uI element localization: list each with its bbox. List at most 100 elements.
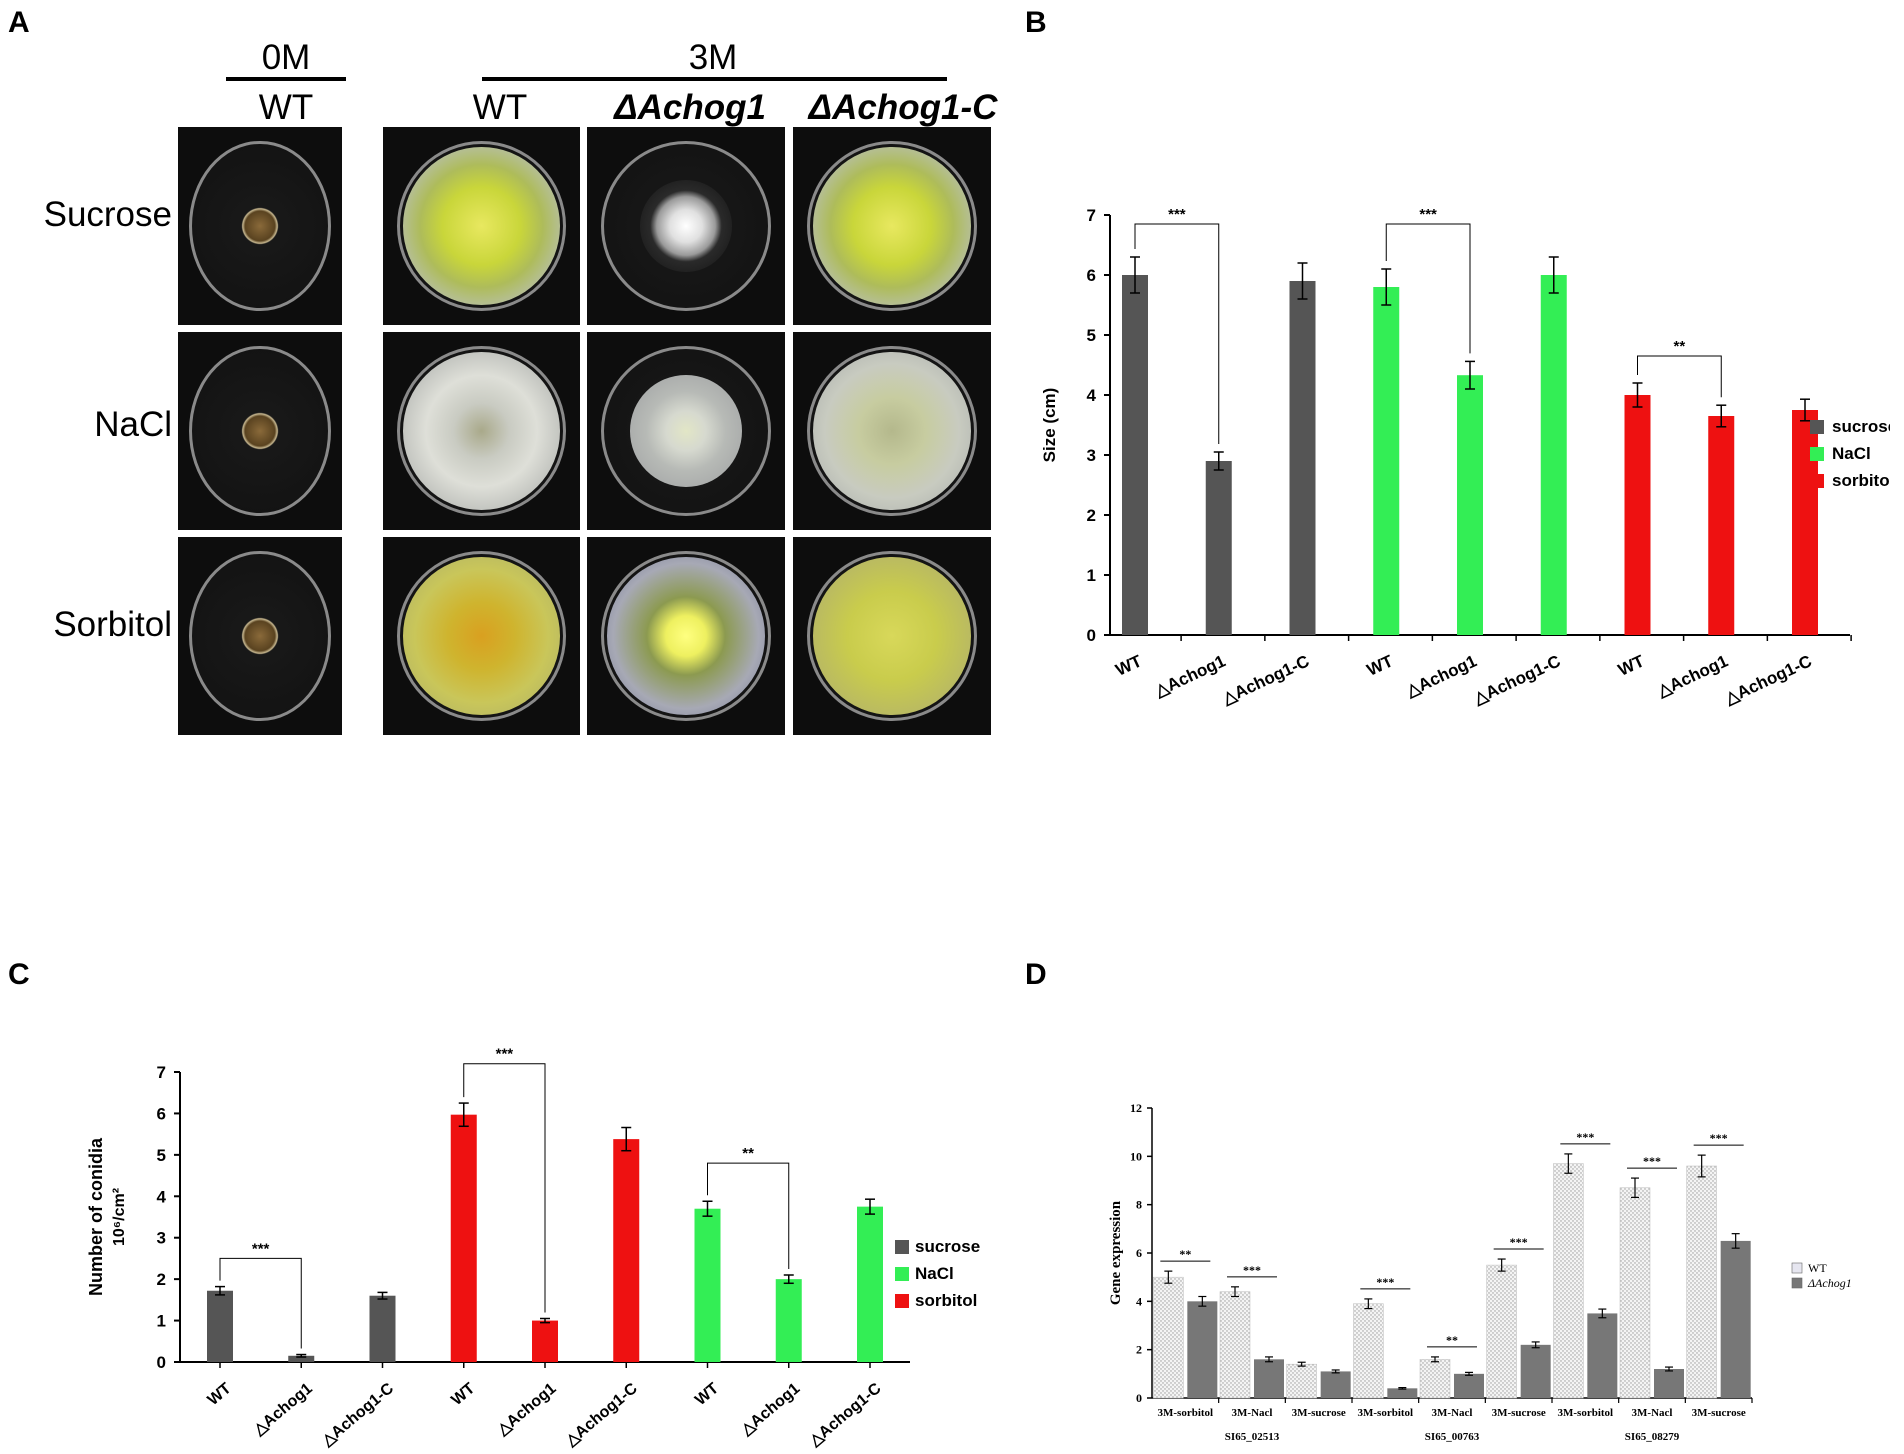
fungal-colony xyxy=(241,202,279,249)
significance-label: *** xyxy=(1576,1130,1594,1144)
plate-photo-r3-c2 xyxy=(383,537,580,735)
significance-label: ** xyxy=(742,1145,754,1162)
fungal-colony xyxy=(813,352,971,510)
bar xyxy=(207,1290,233,1362)
bar xyxy=(1122,275,1148,635)
bar xyxy=(1553,1163,1584,1399)
significance-label: *** xyxy=(1510,1235,1528,1249)
y-tick-label: 1 xyxy=(1087,566,1096,585)
x-tick-label: △Achog1 xyxy=(250,1380,316,1439)
x-tick-label: 3M-Nacl xyxy=(1232,1407,1273,1419)
y-axis-label: Size (cm) xyxy=(1040,388,1059,463)
fungal-colony xyxy=(241,612,279,659)
significance-bracket xyxy=(219,1257,302,1349)
y-tick-label: 2 xyxy=(1087,506,1096,525)
legend-label: sucrose xyxy=(915,1237,980,1256)
significance-label: ** xyxy=(1179,1247,1191,1261)
bar xyxy=(1387,1388,1418,1398)
y-axis-label-line2: 10⁶/cm² xyxy=(111,1188,128,1246)
x-tick-label: △Achog1-C xyxy=(1470,651,1564,708)
bar xyxy=(369,1295,396,1362)
bar xyxy=(1219,1291,1251,1399)
y-tick-label: 8 xyxy=(1136,1198,1142,1212)
bar xyxy=(1457,375,1483,635)
significance-label: *** xyxy=(1243,1263,1261,1277)
fungal-colony xyxy=(403,557,560,715)
y-tick-label: 7 xyxy=(1087,206,1096,225)
x-tick-label: WT xyxy=(1364,651,1397,680)
y-tick-label: 2 xyxy=(157,1270,166,1289)
significance-label: ** xyxy=(1674,338,1686,355)
y-tick-label: 2 xyxy=(1136,1343,1142,1357)
petri-dish xyxy=(189,140,331,312)
x-tick-label: 3M-sucrose xyxy=(1692,1407,1746,1419)
group-0m-line xyxy=(226,77,346,81)
chart-d: 0 2 4 6 8 10 12 Gene expression 3M-sorbitol ** 3M-… xyxy=(1108,1101,1852,1443)
x-tick-label: △Achog1-C xyxy=(1721,651,1815,708)
column-header-achog1: ΔAchog1 xyxy=(614,88,766,127)
plate-photo-r3-c4 xyxy=(793,537,991,735)
bar xyxy=(532,1320,558,1362)
significance-bracket xyxy=(1385,223,1471,354)
x-tick-label: △Achog1-C xyxy=(1219,651,1313,708)
petri-dish xyxy=(600,345,772,517)
legend-label: sorbitol xyxy=(1832,471,1890,490)
panel-a-photo-grid: 0M 3M WT WT ΔAchog1 ΔAchog1-C Sucrose Na… xyxy=(0,0,1000,740)
petri-dish xyxy=(189,345,331,517)
gene-label: SI65_02513 xyxy=(1225,1431,1280,1443)
legend-swatch xyxy=(1810,420,1824,434)
significance-bracket xyxy=(463,1063,546,1313)
plate-photo-r2-c4 xyxy=(793,332,991,530)
legend-label: NaCl xyxy=(915,1264,954,1283)
group-0m-label: 0M xyxy=(261,38,311,77)
significance-label: *** xyxy=(252,1240,270,1257)
legend-swatch xyxy=(895,1267,909,1281)
bar xyxy=(1320,1371,1351,1398)
x-tick-label: WT xyxy=(692,1380,722,1409)
y-tick-label: 0 xyxy=(1136,1391,1142,1405)
x-tick-label: WT xyxy=(205,1380,235,1409)
y-tick-label: 6 xyxy=(157,1104,166,1123)
fungal-colony xyxy=(639,179,732,272)
bar xyxy=(694,1208,721,1362)
petri-dish xyxy=(806,345,978,517)
x-tick-label: △Achog1 xyxy=(1151,651,1228,701)
row-label-sorbitol: Sorbitol xyxy=(53,605,172,644)
y-tick-label: 6 xyxy=(1087,266,1096,285)
bar xyxy=(1624,395,1651,635)
plate-photo-r3-c1 xyxy=(178,537,342,735)
x-tick-label: 3M-Nacl xyxy=(1632,1407,1673,1419)
bar xyxy=(1720,1240,1751,1398)
bar xyxy=(1708,416,1735,635)
bar xyxy=(1289,281,1316,635)
bar xyxy=(775,1279,802,1362)
group-3m-label: 3M xyxy=(688,38,738,77)
fungal-colony xyxy=(403,147,560,305)
bar xyxy=(1654,1369,1684,1398)
y-tick-label: 3 xyxy=(157,1229,166,1248)
x-tick-label: △Achog1 xyxy=(494,1380,560,1439)
fungal-colony xyxy=(813,557,971,715)
group-3m-line xyxy=(482,77,947,81)
panel-label-c: C xyxy=(8,958,30,991)
legend-swatch xyxy=(1791,1277,1803,1289)
significance-label: *** xyxy=(496,1046,514,1063)
legend-label: NaCl xyxy=(1832,444,1871,463)
significance-label: *** xyxy=(1168,206,1186,223)
significance-label: *** xyxy=(1376,1275,1394,1289)
y-tick-label: 6 xyxy=(1136,1246,1142,1260)
legend-swatch xyxy=(1810,474,1824,488)
row-label-nacl: NaCl xyxy=(94,405,172,444)
bar xyxy=(1454,1373,1484,1398)
bar xyxy=(1520,1344,1551,1398)
fungal-colony xyxy=(607,557,765,715)
panel-label-d: D xyxy=(1025,958,1047,991)
bar xyxy=(288,1355,315,1362)
significance-label: *** xyxy=(1643,1154,1661,1168)
plate-photo-r1-c4 xyxy=(793,127,991,325)
petri-dish xyxy=(600,140,772,312)
bar xyxy=(857,1206,883,1362)
y-tick-label: 3 xyxy=(1087,446,1096,465)
bar xyxy=(1540,275,1567,635)
